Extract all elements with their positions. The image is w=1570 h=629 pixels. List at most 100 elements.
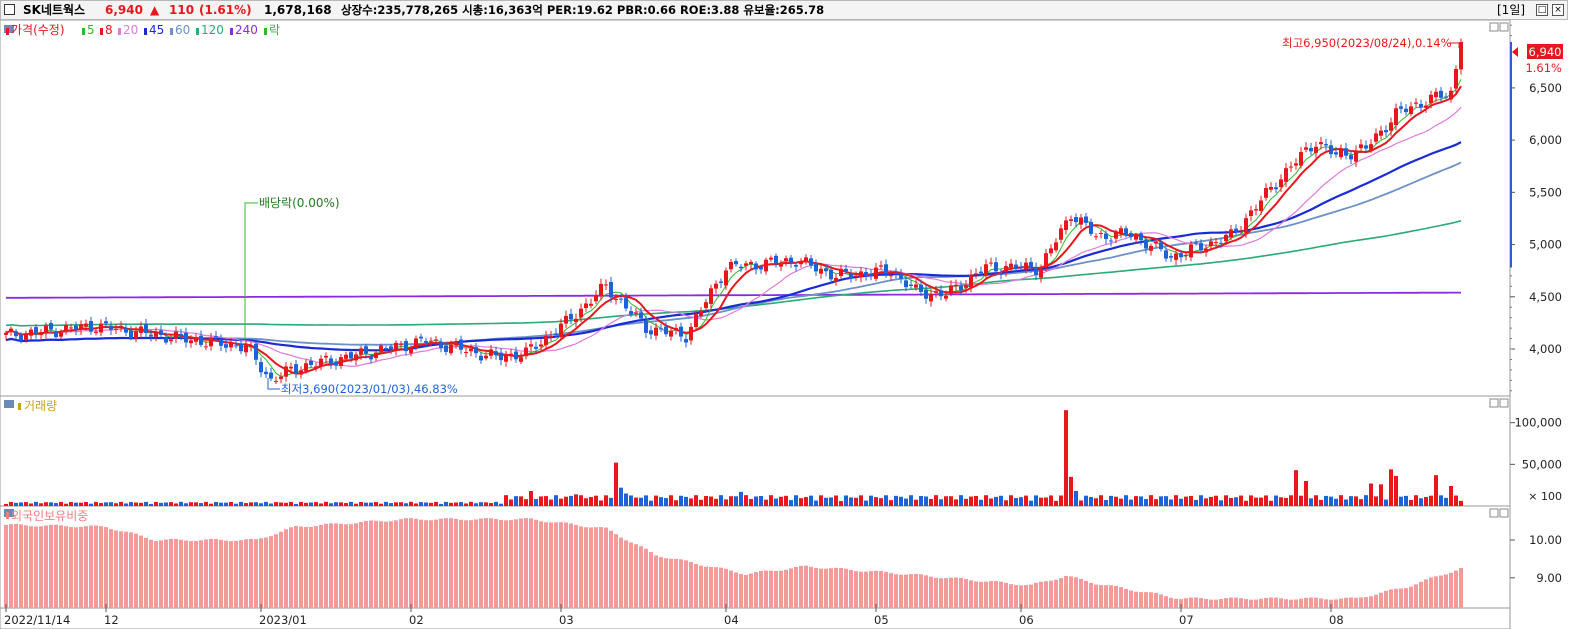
candle xyxy=(1064,220,1068,230)
ma5-line xyxy=(5,79,1462,378)
volume-bar xyxy=(1029,500,1033,506)
volume-bar xyxy=(474,503,478,506)
volume-bar xyxy=(919,496,923,506)
candle xyxy=(619,298,623,300)
foreign-bar xyxy=(844,568,848,608)
volume-bar xyxy=(599,500,603,506)
volume-bar xyxy=(1439,495,1443,506)
foreign-bar xyxy=(299,526,303,608)
foreign-bar xyxy=(684,560,688,608)
pane-minimize-icon[interactable] xyxy=(1489,22,1499,32)
pane-maximize-icon[interactable] xyxy=(1499,508,1509,518)
foreign-bar xyxy=(759,570,763,608)
foreign-bar xyxy=(624,540,628,608)
pane-maximize-icon[interactable] xyxy=(1499,22,1509,32)
volume-bar xyxy=(504,495,508,506)
foreign-bar xyxy=(779,570,783,608)
foreign-bar xyxy=(1399,588,1403,608)
x-axis-strip xyxy=(0,607,1511,629)
legend-marker-4 xyxy=(170,28,173,35)
candle xyxy=(169,339,173,342)
volume-bar xyxy=(889,500,893,506)
candle xyxy=(279,376,283,380)
foreign-bar xyxy=(104,527,108,608)
high-marker-line xyxy=(1448,42,1460,48)
volume-bar xyxy=(289,501,293,506)
volume-pane-menu-icon[interactable] xyxy=(4,400,14,408)
foreign-bar xyxy=(584,527,588,608)
foreign-bar xyxy=(979,581,983,608)
volume-bar xyxy=(1199,495,1203,506)
foreign-bar xyxy=(594,527,598,608)
close-icon[interactable]: × xyxy=(1552,4,1564,16)
pane-minimize-icon[interactable] xyxy=(1489,398,1499,408)
foreign-bar xyxy=(394,520,398,608)
candle xyxy=(614,299,618,301)
foreign-bar xyxy=(559,522,563,608)
candle xyxy=(704,302,708,309)
foreign-bar xyxy=(129,532,133,608)
foreign-bar xyxy=(564,522,568,608)
candle xyxy=(69,327,73,329)
pane-1 xyxy=(0,20,1511,397)
volume-bar xyxy=(669,495,673,506)
stock-name[interactable]: SK네트웍스 xyxy=(23,3,86,17)
candle xyxy=(49,323,53,330)
candle xyxy=(324,355,328,358)
restore-icon[interactable]: □ xyxy=(1536,4,1548,16)
candle xyxy=(1279,179,1283,188)
volume-bar xyxy=(1239,495,1243,506)
legend-marker-5 xyxy=(196,28,199,35)
candle xyxy=(794,264,798,267)
volume-bar xyxy=(1019,497,1023,506)
volume-bar xyxy=(24,502,28,506)
volume-bar xyxy=(1159,496,1163,506)
foreign-bar xyxy=(789,568,793,608)
volume-bar xyxy=(1039,497,1043,506)
foreign-bar xyxy=(159,540,163,608)
volume-bar xyxy=(519,496,523,506)
foreign-bar xyxy=(1224,598,1228,608)
foreign-bar xyxy=(324,523,328,608)
foreign-bar xyxy=(899,574,903,608)
candle xyxy=(449,344,453,354)
candle xyxy=(1184,254,1188,256)
volume-bar xyxy=(1224,495,1228,506)
candle xyxy=(1394,108,1398,126)
candle xyxy=(719,281,723,284)
foreign-bar xyxy=(144,537,148,608)
foreign-bar xyxy=(1114,585,1118,608)
candle xyxy=(774,255,778,264)
foreign-bar xyxy=(729,570,733,608)
candle xyxy=(574,318,578,322)
volume-bar xyxy=(1059,495,1063,506)
candle xyxy=(1129,233,1133,238)
volume-bar xyxy=(929,498,933,506)
pane-minimize-icon[interactable] xyxy=(1489,508,1499,518)
volume-bar xyxy=(359,501,363,506)
candle xyxy=(1254,209,1258,211)
candle xyxy=(969,274,973,288)
foreign-bar xyxy=(1214,599,1218,608)
volume-bar xyxy=(144,501,148,506)
foreign-bar xyxy=(234,540,238,608)
foreign-bar xyxy=(1454,570,1458,608)
foreign-bar xyxy=(654,555,658,608)
volume-bar xyxy=(294,503,298,506)
foreign-bar xyxy=(1254,599,1258,608)
select-checkbox[interactable] xyxy=(4,4,15,15)
price-tick-label: 4,000 xyxy=(1529,342,1562,356)
foreign-bar xyxy=(989,581,993,608)
candle xyxy=(1089,221,1093,234)
foreign-bar xyxy=(1329,599,1333,608)
pane-maximize-icon[interactable] xyxy=(1499,398,1509,408)
foreign-bar xyxy=(909,574,913,608)
period-selector[interactable]: [1일] xyxy=(1497,3,1526,17)
candle xyxy=(599,283,603,297)
candle xyxy=(129,330,133,339)
foreign-bar xyxy=(1354,597,1358,608)
volume-bar xyxy=(1319,499,1323,506)
legend-item-2: 20 xyxy=(123,23,138,37)
candle xyxy=(1004,266,1008,272)
candle xyxy=(399,343,403,345)
